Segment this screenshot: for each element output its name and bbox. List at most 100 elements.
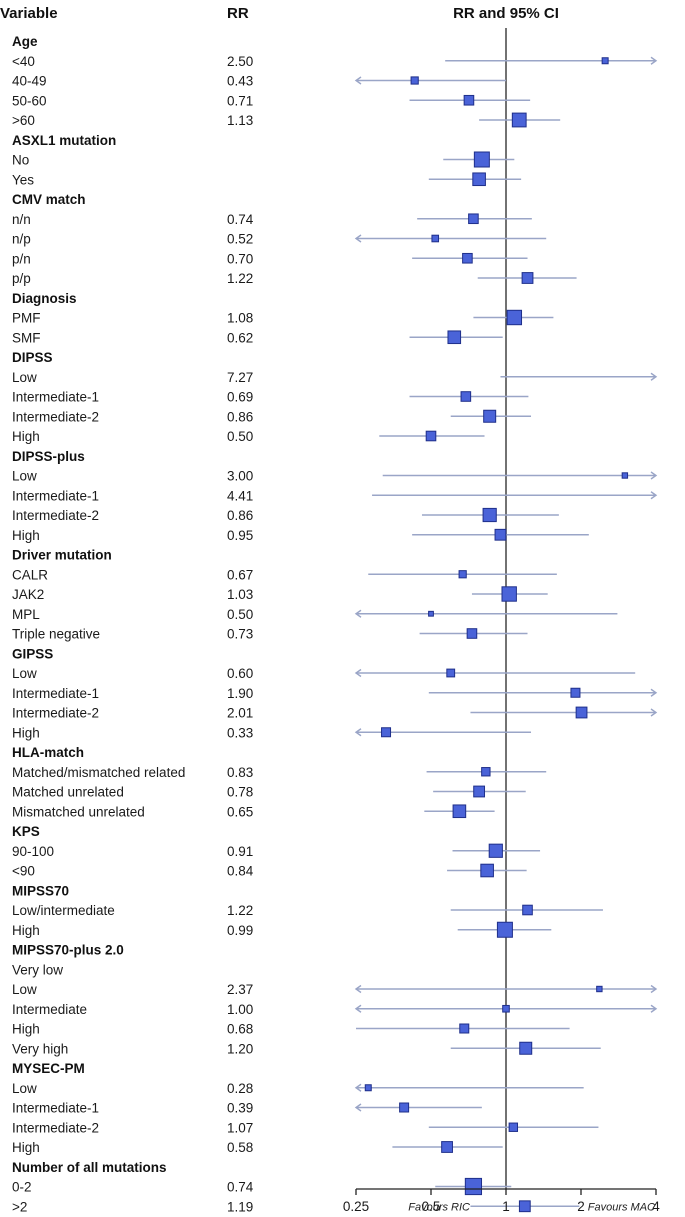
point-estimate-marker [501,586,517,602]
point-estimate-marker [601,57,609,65]
x-tick-label: 2 [577,1199,585,1214]
point-estimate-marker [425,430,437,442]
x-tick-label: 4 [652,1199,660,1214]
row-rr-value: 0.43 [227,74,253,89]
ci-arrow-left [354,668,362,678]
ci-arrow-right [650,471,658,480]
point-estimate-marker [480,863,494,878]
row-label: Intermediate-1 [12,686,99,701]
point-estimate-marker [508,1122,519,1132]
row-label: <40 [12,54,35,69]
row-rr-value: 1.22 [227,271,253,286]
ci-arrow-left [354,609,362,618]
point-estimate-marker [481,767,491,777]
header-ci: RR and 95% CI [453,5,559,22]
row-label: High [12,429,40,444]
row-label: 0-2 [12,1180,32,1195]
row-label: Mismatched unrelated [12,804,145,819]
group-heading: MIPSS70 [12,883,69,898]
row-label: >2 [12,1199,27,1214]
row-rr-value: 0.86 [227,508,253,523]
point-estimate-marker [466,628,478,639]
row-label: PMF [12,311,41,326]
row-rr-value: 0.52 [227,232,253,247]
point-estimate-marker [458,570,467,579]
point-estimate-marker [410,76,419,85]
group-heading: MIPSS70-plus 2.0 [12,943,124,958]
point-estimate-marker [496,921,513,938]
point-estimate-marker [575,706,588,719]
point-estimate-marker [468,213,479,225]
row-label: n/p [12,232,31,247]
ci-arrow-right [650,708,658,717]
row-rr-value: 2.01 [227,706,253,721]
group-heading: Age [12,34,38,49]
row-label: 50-60 [12,93,47,108]
row-rr-value: 0.95 [227,528,253,543]
row-rr-value: 0.50 [227,607,253,622]
row-rr-value: 7.27 [227,370,253,385]
row-label: JAK2 [12,587,44,602]
row-label: High [12,725,40,740]
row-rr-value: 0.83 [227,765,253,780]
row-rr-value: 0.65 [227,804,253,819]
row-rr-value: 0.69 [227,390,253,405]
point-estimate-marker [518,1200,531,1213]
row-rr-value: 0.84 [227,864,254,879]
point-estimate-marker [399,1102,410,1113]
group-heading: Driver mutation [12,548,112,563]
ci-arrow-left [354,234,362,243]
point-estimate-marker [483,409,497,423]
row-label: Intermediate-2 [12,409,99,424]
row-label: Intermediate [12,1002,87,1017]
row-label: p/p [12,271,31,286]
group-heading: HLA-match [12,745,84,760]
row-label: SMF [12,330,41,345]
row-label: Low/intermediate [12,903,115,918]
row-label: High [12,923,40,938]
point-estimate-marker [463,94,475,106]
row-rr-value: 2.37 [227,982,253,997]
point-estimate-marker [462,252,473,264]
row-rr-value: 0.50 [227,429,253,444]
row-rr-value: 0.78 [227,785,253,800]
row-rr-value: 1.22 [227,903,253,918]
group-heading: DIPSS [12,350,53,365]
point-estimate-marker [521,272,534,284]
point-estimate-marker [459,1023,470,1034]
group-heading: CMV match [12,192,86,207]
ci-arrow-right [650,56,658,65]
row-label: Intermediate-1 [12,488,99,503]
row-rr-value: 1.07 [227,1120,253,1135]
group-heading: Number of all mutations [12,1160,167,1175]
point-estimate-marker [464,1177,483,1196]
point-estimate-marker [364,1084,372,1092]
row-label: MPL [12,607,40,622]
row-label: Yes [12,172,34,187]
ci-arrow-right [650,984,658,994]
row-label: Intermediate-2 [12,508,99,523]
point-estimate-marker [473,785,486,798]
row-label: Matched unrelated [12,785,124,800]
ci-arrow-left [354,728,362,737]
point-estimate-marker [431,234,440,243]
row-rr-value: 0.58 [227,1140,253,1155]
row-rr-value: 1.90 [227,686,253,701]
row-rr-value: 0.70 [227,251,253,266]
row-rr-value: 4.41 [227,488,253,503]
row-label: High [12,1140,40,1155]
group-heading: DIPSS-plus [12,449,85,464]
group-heading: GIPSS [12,646,53,661]
group-heading: Diagnosis [12,291,77,306]
ci-arrow-left [354,1004,362,1013]
group-heading: KPS [12,824,40,839]
row-label: No [12,153,29,168]
ci-arrow-right [650,491,658,500]
row-rr-value: 1.00 [227,1002,253,1017]
point-estimate-marker [473,151,490,168]
ci-arrow-left [354,76,362,85]
row-label: Low [12,982,37,997]
ci-arrow-right [650,688,658,697]
point-estimate-marker [570,687,581,698]
header-variable: Variable [0,5,58,22]
